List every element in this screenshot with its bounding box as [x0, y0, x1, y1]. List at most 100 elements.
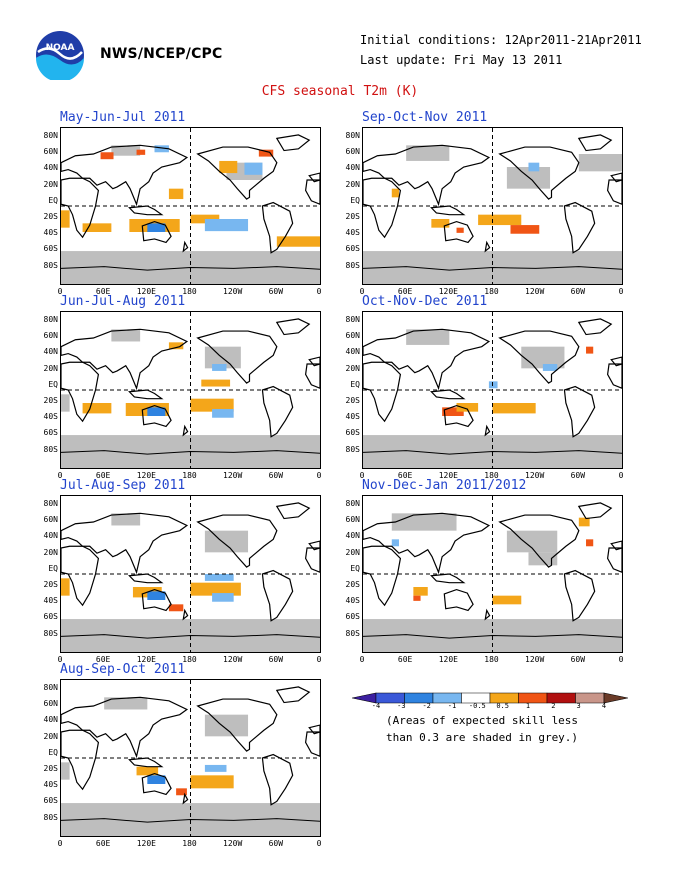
- lon-label: 120W: [525, 655, 545, 664]
- lat-label: 80N: [43, 315, 58, 324]
- anomaly-patch: [204, 714, 249, 737]
- anomaly-patch: [82, 403, 112, 414]
- anomaly-patch: [190, 398, 234, 412]
- lat-label: 40N: [43, 531, 58, 541]
- lon-label: 0: [316, 471, 322, 480]
- lat-label: 80S: [43, 260, 58, 270]
- coastline: [579, 503, 611, 519]
- coastline: [198, 147, 277, 199]
- lon-label: 180: [484, 471, 499, 480]
- lon-label: 0: [316, 287, 322, 296]
- lat-label: 60S: [345, 428, 360, 438]
- main-title: CFS seasonal T2m (K): [261, 84, 419, 99]
- anomaly-patch: [528, 552, 558, 566]
- anomaly-map: [60, 679, 321, 837]
- color-legend: [352, 692, 628, 704]
- coastline: [564, 203, 594, 253]
- coastline: [500, 515, 579, 567]
- coastline: [500, 147, 579, 199]
- lat-label: 40N: [345, 347, 360, 357]
- anomaly-patch: [204, 219, 249, 232]
- lon-label: 60W: [570, 287, 586, 296]
- anomaly-patch: [391, 513, 457, 531]
- lon-label: 0: [57, 287, 63, 296]
- legend-label: 0.5: [496, 702, 509, 710]
- lat-label: 60S: [43, 244, 58, 254]
- lon-label: 0: [316, 655, 322, 664]
- anomaly-patch: [492, 595, 522, 605]
- lon-label: 180: [182, 287, 197, 296]
- lat-label: 20S: [43, 764, 58, 773]
- lat-label: 40S: [345, 596, 360, 606]
- panel-title: Jun-Jul-Aug 2011: [60, 294, 186, 309]
- anomaly-map: [362, 127, 623, 285]
- coastline: [431, 574, 463, 583]
- anomaly-patch: [212, 364, 227, 371]
- lat-label: 80N: [43, 131, 58, 140]
- lat-label: 20S: [43, 396, 58, 405]
- lon-label: 60W: [268, 287, 284, 296]
- coastline: [262, 203, 292, 253]
- anomaly-patch: [528, 162, 540, 172]
- legend-note-line2: than 0.3 are shaded in grey.): [386, 731, 579, 744]
- lon-label: 120E: [136, 287, 156, 296]
- anomaly-patch: [492, 403, 536, 414]
- anomaly-patch: [478, 214, 522, 226]
- anomaly-patch: [147, 775, 166, 784]
- lon-label: 60E: [95, 655, 111, 664]
- lat-label: 20S: [345, 212, 360, 221]
- legend-label: 2: [551, 702, 556, 710]
- lon-label: 0: [618, 655, 624, 664]
- coastline: [608, 364, 622, 388]
- anomaly-patch: [488, 381, 498, 389]
- logo-text: NOAA: [46, 43, 75, 53]
- coastline: [142, 222, 171, 243]
- lat-label: 80S: [345, 628, 360, 638]
- anomaly-patch: [406, 329, 450, 345]
- last-update: Last update: Fri May 13 2011: [360, 53, 563, 67]
- anomaly-patch: [61, 762, 70, 780]
- lat-label: 20N: [43, 547, 58, 557]
- lat-label: 80N: [345, 499, 360, 508]
- legend-label: -1: [447, 702, 457, 710]
- anomaly-patch: [111, 513, 141, 526]
- lat-label: 60N: [43, 515, 58, 525]
- lon-label: 60E: [397, 287, 413, 296]
- antarctica-coastline: [61, 635, 320, 638]
- anomaly-patch: [136, 766, 159, 776]
- coastline: [129, 390, 161, 399]
- anomaly-patch: [190, 582, 241, 596]
- lon-label: 60W: [268, 655, 284, 664]
- antarctica-coastline: [363, 267, 622, 270]
- coastline: [142, 774, 171, 795]
- coastline: [183, 794, 187, 803]
- coastline: [198, 331, 277, 383]
- coastline: [142, 406, 171, 427]
- legend-label: -2: [422, 702, 431, 710]
- lat-label: 60N: [345, 515, 360, 525]
- lat-label: 80S: [345, 444, 360, 454]
- anomaly-patch: [190, 775, 234, 789]
- lat-label: 80S: [43, 628, 58, 638]
- coastline: [183, 242, 187, 251]
- coastline: [444, 590, 473, 611]
- lon-label: 180: [182, 471, 197, 480]
- coastline: [363, 178, 400, 237]
- lon-label: 120W: [525, 287, 545, 296]
- lat-label: 40N: [43, 163, 58, 173]
- anomaly-patch: [154, 145, 169, 153]
- lon-label: 0: [316, 839, 322, 848]
- noaa-logo: NOAA: [35, 30, 85, 82]
- lat-label: EQ: [350, 563, 360, 573]
- coastline: [608, 180, 622, 204]
- lat-label: 60N: [43, 699, 58, 709]
- coastline: [61, 546, 98, 605]
- lon-label: 0: [359, 471, 365, 480]
- anomaly-patch: [201, 379, 231, 387]
- antarctica-coastline: [61, 451, 320, 454]
- anomaly-map: [362, 311, 623, 469]
- lon-label: 120W: [223, 839, 243, 848]
- lon-label: 120W: [223, 471, 243, 480]
- lat-label: 40N: [345, 531, 360, 541]
- legend-label: -0.5: [468, 702, 486, 710]
